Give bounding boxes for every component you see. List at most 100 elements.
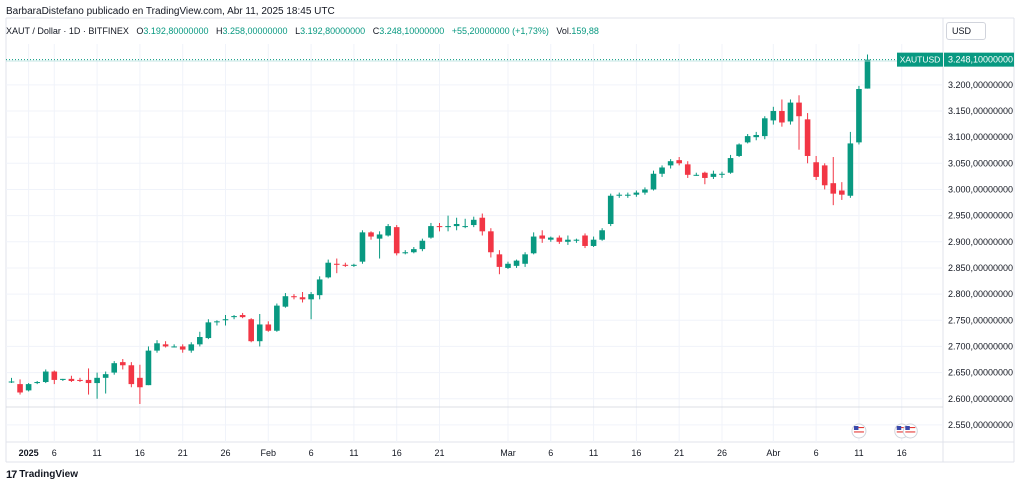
candle-body [599, 230, 605, 240]
us-flag-event[interactable] [902, 423, 918, 439]
candle [419, 238, 426, 252]
candle [25, 383, 32, 392]
x-tick-label: 11 [589, 448, 598, 458]
candle [513, 259, 520, 268]
candle-body [333, 263, 340, 265]
currency-selector[interactable]: USD [946, 22, 986, 40]
symbol-price-tag [897, 52, 943, 67]
candles [8, 54, 871, 404]
x-tick-label: 6 [309, 448, 314, 458]
candle-body [393, 227, 400, 254]
y-tick-label: 3.150,00000000 [948, 106, 1013, 116]
candle [710, 170, 717, 179]
candle-body [847, 143, 854, 196]
candle-body [42, 371, 49, 383]
candle [547, 236, 554, 242]
volume-value: 159,88 [571, 26, 599, 36]
candle-body [710, 173, 717, 177]
us-flag-event[interactable] [851, 423, 867, 439]
y-tick-label: 2.650,00000000 [948, 368, 1013, 378]
candle-body [239, 315, 246, 318]
candle [154, 340, 160, 353]
x-tick-label: 16 [135, 448, 145, 458]
y-tick-label: 2.800,00000000 [948, 289, 1013, 299]
candle-body [693, 174, 700, 176]
candle-body [462, 226, 468, 228]
y-tick-label: 2.900,00000000 [948, 237, 1013, 247]
candle [650, 170, 657, 191]
candle-body [385, 226, 391, 236]
candle [342, 262, 349, 267]
candle [753, 131, 760, 141]
candle [633, 190, 640, 197]
candle-body [830, 183, 837, 194]
candle-body [145, 350, 152, 386]
candle-body [744, 136, 751, 143]
candle-body [821, 165, 828, 186]
candle-body [676, 160, 682, 164]
candle [565, 235, 571, 245]
x-tick-label: 6 [52, 448, 57, 458]
symbol-label[interactable]: XAUT / Dollar · 1D · BITFINEX [6, 26, 129, 36]
low-value: 3.192,80000000 [300, 26, 366, 36]
candle-body [179, 346, 186, 350]
y-tick-label: 3.200,00000000 [948, 80, 1013, 90]
candle-body [796, 102, 802, 117]
candle-body [530, 236, 537, 254]
candle-body [753, 135, 760, 138]
candle [145, 346, 152, 386]
candle [205, 319, 212, 340]
candle [599, 228, 605, 241]
candle-body [77, 379, 83, 381]
candle [282, 293, 289, 308]
candle [308, 292, 314, 320]
candle [445, 215, 451, 232]
candle [179, 344, 186, 353]
candle-body [411, 249, 417, 253]
candle [239, 312, 246, 319]
candle [505, 261, 511, 269]
candle-body [539, 235, 546, 239]
candle [839, 182, 845, 200]
candle [582, 233, 588, 249]
candle-body [667, 161, 674, 166]
candle [462, 218, 468, 229]
high-value: 3.258,00000000 [222, 26, 288, 36]
x-tick-label: Feb [261, 448, 277, 458]
candle-body [470, 219, 477, 226]
candle-body [162, 344, 169, 347]
candle [299, 292, 306, 303]
high-label: H [215, 26, 223, 36]
candle-body [684, 164, 691, 175]
candle [316, 276, 323, 300]
candle [94, 372, 100, 399]
flag-canton [896, 426, 902, 430]
candle [573, 238, 580, 243]
x-tick-label: 16 [631, 448, 641, 458]
candle [376, 231, 383, 259]
candle [744, 133, 751, 144]
candle-body [351, 264, 357, 266]
close-value: 3.248,10000000 [379, 26, 445, 36]
candle-body [419, 240, 426, 250]
candle [291, 294, 297, 300]
candle [34, 380, 40, 385]
y-tick-label: 3.000,00000000 [948, 184, 1013, 194]
candle-body [342, 264, 349, 266]
candle [676, 157, 682, 166]
candle-body [864, 59, 871, 89]
candle-body [804, 119, 811, 156]
candle [8, 377, 15, 384]
candle [693, 172, 700, 176]
candle [119, 358, 126, 370]
brand[interactable]: 17 TradingView [6, 469, 78, 481]
candle [265, 321, 272, 332]
candle [539, 230, 546, 243]
candle-body [368, 232, 374, 237]
candle-body [231, 316, 237, 318]
candle-body [453, 223, 460, 227]
tradingview-logo-icon: 17 [6, 469, 17, 481]
open-label: O [136, 26, 144, 36]
